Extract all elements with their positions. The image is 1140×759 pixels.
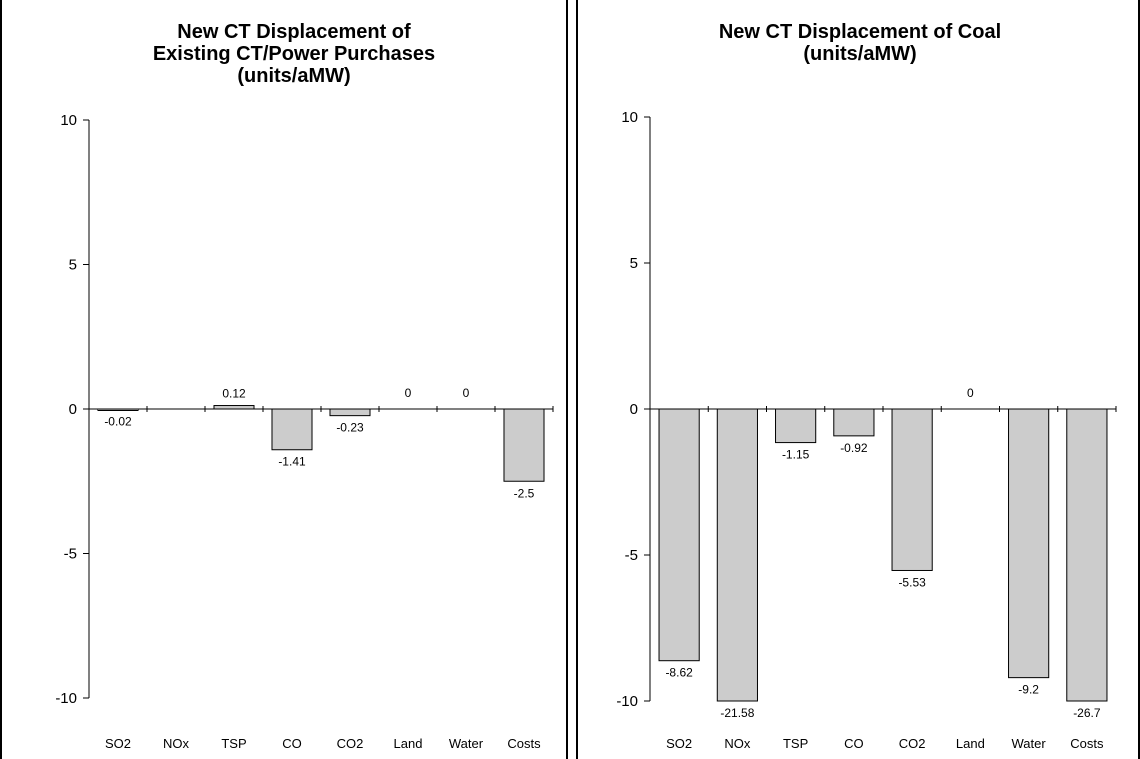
- y-tick-label: 10: [60, 112, 77, 129]
- bar-tsp: [775, 408, 817, 444]
- bar-water: [1008, 408, 1050, 679]
- y-tick-label: 0: [69, 401, 77, 418]
- bar-co2: [329, 408, 371, 417]
- bar-so2: [97, 408, 139, 411]
- data-label: -26.7: [1073, 706, 1101, 720]
- category-label: SO2: [105, 736, 131, 751]
- category-label: NOx: [163, 736, 190, 751]
- bar-costs: [1066, 408, 1108, 702]
- bar-nox: [716, 408, 758, 702]
- category-label: Water: [1012, 736, 1047, 751]
- bar-co2: [891, 408, 933, 571]
- y-tick-label: -5: [625, 547, 638, 564]
- bar-costs: [503, 408, 545, 482]
- category-label: Costs: [1070, 736, 1104, 751]
- category-label: CO2: [337, 736, 364, 751]
- y-tick-label: 10: [621, 109, 638, 126]
- category-label: TSP: [783, 736, 808, 751]
- y-tick-label: -10: [616, 693, 638, 710]
- chart-title-line: Existing CT/Power Purchases: [153, 43, 435, 65]
- category-label: NOx: [724, 736, 751, 751]
- chart-title-line: (units/aMW): [237, 65, 350, 87]
- data-label: -5.53: [898, 575, 926, 589]
- chart-right: New CT Displacement of Coal(units/aMW) 10…: [616, 21, 1117, 751]
- bar-tsp: [213, 405, 255, 410]
- bar-co: [833, 408, 875, 437]
- chart-panel-right: New CT Displacement of Coal (units/aMW) 10…: [576, 0, 1140, 759]
- y-tick-label: 5: [630, 255, 638, 272]
- category-label: CO: [282, 736, 302, 751]
- chart-title-line: (units/aMW): [803, 43, 916, 65]
- data-label: -0.02: [104, 415, 132, 429]
- data-label: -1.15: [782, 448, 810, 462]
- chart-title-line: New CT Displacement of: [177, 21, 411, 43]
- data-label: 0.12: [222, 387, 246, 401]
- data-label: 0: [405, 386, 412, 400]
- y-tick-label: 0: [630, 401, 638, 418]
- category-label: Land: [956, 736, 985, 751]
- data-label: -0.23: [336, 421, 364, 435]
- y-tick-label: -10: [55, 690, 77, 707]
- data-label: 0: [463, 386, 470, 400]
- data-label: -2.5: [514, 486, 535, 500]
- bar-so2: [658, 408, 700, 662]
- bar-co: [271, 408, 313, 451]
- data-label: -9.2: [1018, 683, 1039, 697]
- category-label: Water: [449, 736, 484, 751]
- data-label: -0.92: [840, 441, 868, 455]
- data-label: -21.58: [720, 706, 754, 720]
- category-label: CO: [844, 736, 864, 751]
- chart-panel-left: New CT Displacement of Existing CT/Power …: [0, 0, 568, 759]
- data-label: -1.41: [278, 455, 306, 469]
- y-tick-label: 5: [69, 257, 77, 274]
- category-label: TSP: [221, 736, 246, 751]
- y-tick-label: -5: [64, 546, 77, 563]
- data-label: -8.62: [665, 666, 693, 680]
- chart-title-line: New CT Displacement of Coal: [719, 21, 1001, 43]
- category-label: Land: [394, 736, 423, 751]
- category-label: SO2: [666, 736, 692, 751]
- category-label: Costs: [507, 736, 541, 751]
- data-label: 0: [967, 386, 974, 400]
- category-label: CO2: [899, 736, 926, 751]
